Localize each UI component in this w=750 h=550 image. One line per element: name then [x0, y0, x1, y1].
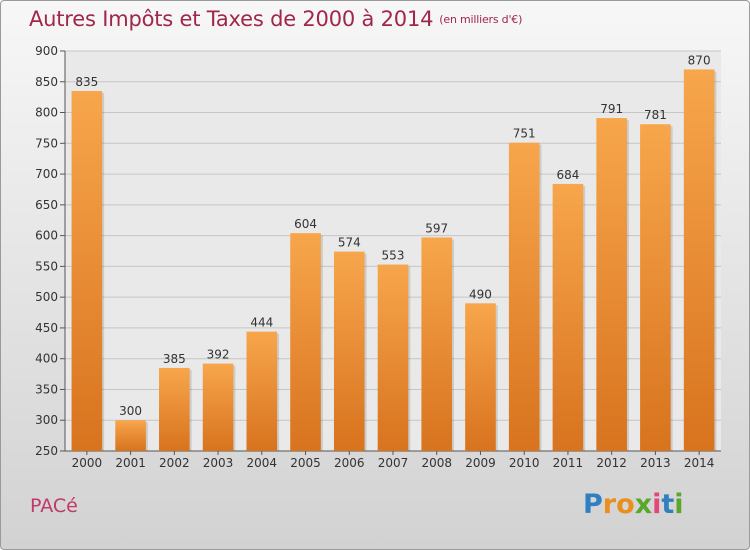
x-tick-label: 2002 [159, 456, 190, 470]
bar [246, 331, 278, 451]
commune-name: PACé [30, 495, 78, 517]
bar [552, 183, 584, 451]
logo-letter: x [634, 489, 653, 520]
y-tick-label: 250 [35, 444, 58, 458]
chart-title-text: Autres Impôts et Taxes de 2000 à 2014 [29, 7, 434, 31]
bar [115, 420, 146, 451]
bar [596, 118, 627, 452]
x-tick-label: 2008 [421, 456, 452, 470]
y-tick-label: 750 [35, 136, 58, 150]
bars [71, 69, 717, 452]
logo-letter: P [583, 489, 603, 520]
y-tick-label: 600 [35, 229, 58, 243]
data-label: 597 [425, 221, 448, 235]
x-tick-label: 2004 [247, 456, 278, 470]
x-tick-label: 2014 [684, 456, 715, 470]
x-tick-label: 2012 [596, 456, 627, 470]
data-label: 574 [338, 236, 361, 250]
labels: 250 300 350 400 450 500 550 600 650 700 750 800 850 9… [35, 44, 714, 470]
data-label: 791 [600, 102, 623, 116]
x-tick-label: 2001 [115, 456, 146, 470]
y-tick-label: 900 [35, 44, 58, 58]
bar [465, 303, 496, 451]
y-tick-label: 450 [35, 321, 58, 335]
y-tick-label: 400 [35, 352, 58, 366]
x-tick-label: 2000 [72, 456, 103, 470]
bar [683, 69, 715, 451]
data-label: 490 [469, 287, 492, 301]
y-tick-label: 500 [35, 290, 58, 304]
proxiti-logo[interactable]: Proxiti [583, 489, 684, 520]
data-label: 835 [75, 75, 98, 89]
bar [377, 264, 409, 451]
x-tick-label: 2010 [509, 456, 540, 470]
logo-letter: t [661, 489, 675, 520]
logo-letter: i [652, 489, 662, 520]
logo-letter: i [674, 489, 684, 520]
bar [421, 237, 453, 451]
y-tick-label: 350 [35, 382, 58, 396]
chart-subtitle: (en milliers d'€) [439, 13, 523, 26]
data-label: 684 [556, 168, 579, 182]
bar [640, 124, 671, 451]
y-tick-label: 650 [35, 198, 58, 212]
bar [202, 363, 234, 451]
x-tick-label: 2011 [553, 456, 584, 470]
data-label: 781 [644, 108, 667, 122]
x-tick-label: 2013 [640, 456, 671, 470]
bar [508, 142, 540, 451]
bar [159, 367, 190, 451]
data-label: 392 [207, 348, 230, 362]
data-label: 553 [382, 249, 405, 263]
x-tick-label: 2005 [290, 456, 321, 470]
x-tick-label: 2009 [465, 456, 496, 470]
x-tick-label: 2006 [334, 456, 365, 470]
logo-letter: r [602, 489, 617, 520]
data-label: 385 [163, 352, 186, 366]
data-label: 604 [294, 217, 317, 231]
y-tick-label: 550 [35, 259, 58, 273]
data-label: 444 [250, 316, 273, 330]
data-label: 300 [119, 404, 142, 418]
logo-letter: o [616, 489, 635, 520]
y-tick-label: 700 [35, 167, 58, 181]
y-tick-label: 300 [35, 413, 58, 427]
data-label: 870 [688, 53, 711, 67]
y-tick-label: 850 [35, 75, 58, 89]
x-tick-label: 2007 [378, 456, 409, 470]
data-label: 751 [513, 127, 536, 141]
bar [290, 233, 321, 451]
x-tick-label: 2003 [203, 456, 234, 470]
bar [333, 251, 365, 451]
chart-title: Autres Impôts et Taxes de 2000 à 2014 (en… [29, 7, 522, 31]
y-tick-label: 800 [35, 106, 58, 120]
bar [71, 91, 103, 451]
